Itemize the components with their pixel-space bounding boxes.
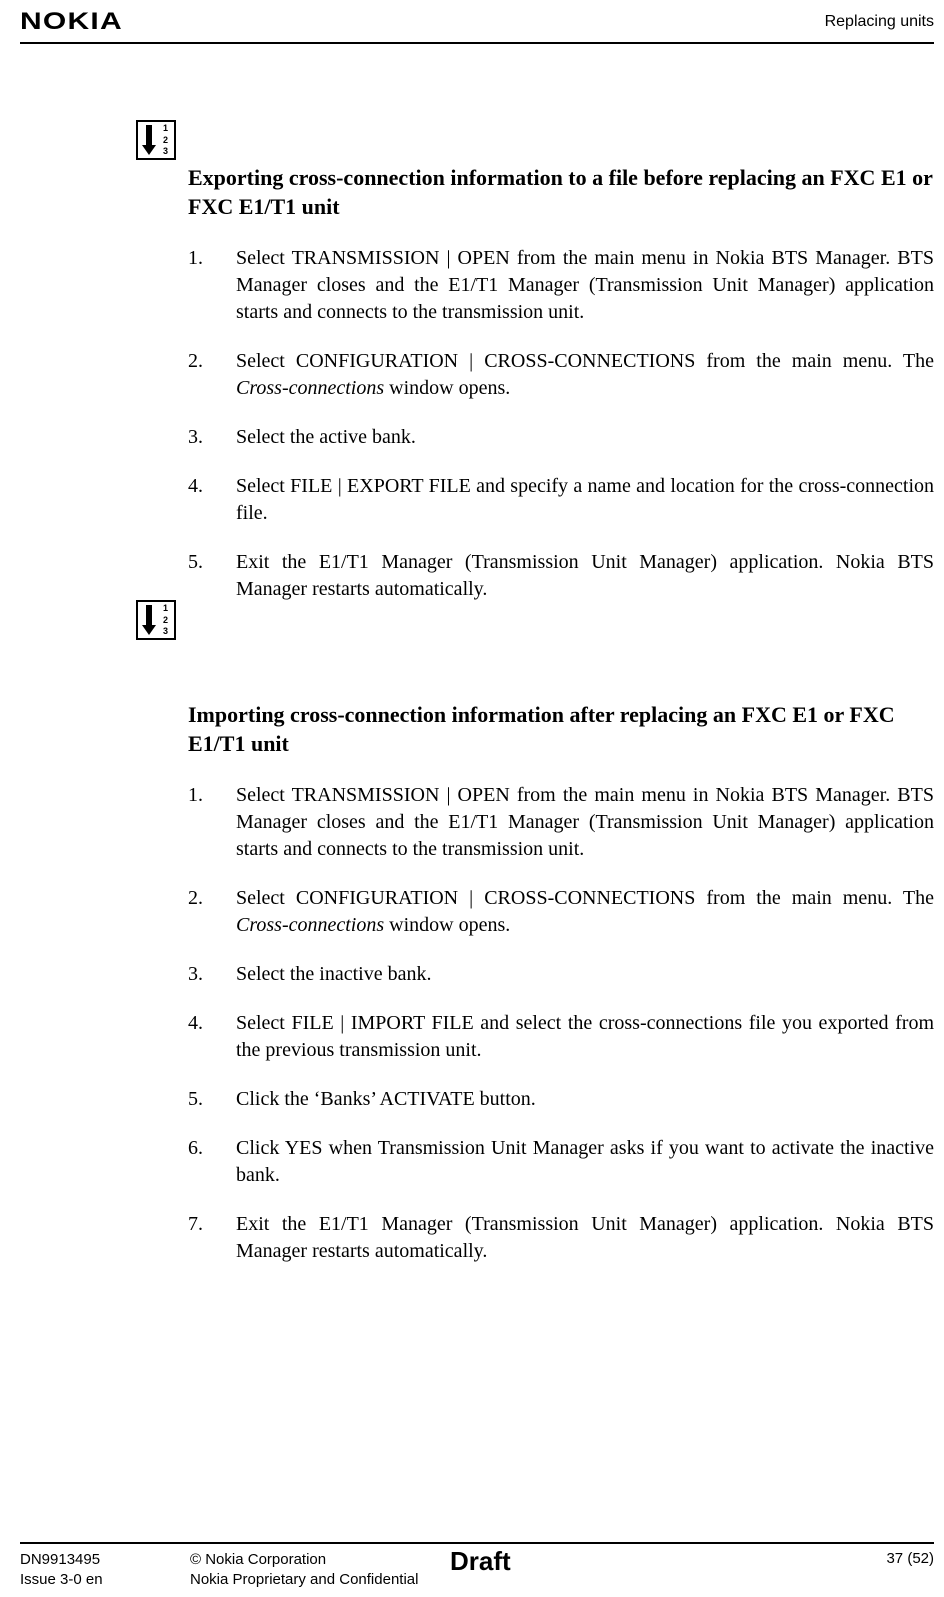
procedure-title: Exporting cross-connection information t… bbox=[188, 164, 934, 221]
list-item: 1.Select TRANSMISSION | OPEN from the ma… bbox=[188, 782, 934, 863]
step-number: 5. bbox=[188, 1086, 236, 1113]
step-number: 1. bbox=[188, 782, 236, 863]
step-number: 1. bbox=[188, 245, 236, 326]
step-number: 3. bbox=[188, 424, 236, 451]
list-item: 4.Select FILE | IMPORT FILE and select t… bbox=[188, 1010, 934, 1064]
list-item: 7.Exit the E1/T1 Manager (Transmission U… bbox=[188, 1211, 934, 1265]
document-page: NOKIA Replacing units 1 2 3 1 2 3 bbox=[0, 0, 944, 1597]
step-text: Select CONFIGURATION | CROSS-CONNECTIONS… bbox=[236, 348, 934, 402]
step-number: 3. bbox=[188, 961, 236, 988]
list-item: 2.Select CONFIGURATION | CROSS-CONNECTIO… bbox=[188, 885, 934, 939]
step-text: Click YES when Transmission Unit Manager… bbox=[236, 1135, 934, 1189]
step-number: 6. bbox=[188, 1135, 236, 1189]
step-number: 7. bbox=[188, 1211, 236, 1265]
step-text: Select TRANSMISSION | OPEN from the main… bbox=[236, 782, 934, 863]
header-rule bbox=[20, 42, 934, 44]
step-number: 4. bbox=[188, 1010, 236, 1064]
list-item: 5.Exit the E1/T1 Manager (Transmission U… bbox=[188, 549, 934, 603]
step-text: Select FILE | IMPORT FILE and select the… bbox=[236, 1010, 934, 1064]
issue: Issue 3-0 en bbox=[20, 1570, 190, 1590]
list-item: 3.Select the inactive bank. bbox=[188, 961, 934, 988]
step-number: 2. bbox=[188, 348, 236, 402]
step-text: Exit the E1/T1 Manager (Transmission Uni… bbox=[236, 1211, 934, 1265]
list-item: 5.Click the ‘Banks’ ACTIVATE button. bbox=[188, 1086, 934, 1113]
page-header: NOKIA Replacing units bbox=[0, 0, 944, 44]
step-number: 5. bbox=[188, 549, 236, 603]
step-list: 1.Select TRANSMISSION | OPEN from the ma… bbox=[188, 245, 934, 603]
step-text: Select the active bank. bbox=[236, 424, 934, 451]
draft-watermark: Draft bbox=[450, 1546, 511, 1577]
list-item: 3.Select the active bank. bbox=[188, 424, 934, 451]
nokia-logo: NOKIA bbox=[20, 8, 123, 36]
step-text: Select the inactive bank. bbox=[236, 961, 934, 988]
procedure-block: Exporting cross-connection information t… bbox=[0, 110, 944, 603]
procedure-block: Importing cross-connection information a… bbox=[0, 647, 944, 1265]
list-item: 1.Select TRANSMISSION | OPEN from the ma… bbox=[188, 245, 934, 326]
page-content: Exporting cross-connection information t… bbox=[0, 110, 944, 1537]
list-item: 4.Select FILE | EXPORT FILE and specify … bbox=[188, 473, 934, 527]
page-number: 37 (52) bbox=[844, 1550, 934, 1567]
step-list: 1.Select TRANSMISSION | OPEN from the ma… bbox=[188, 782, 934, 1265]
procedure-title: Importing cross-connection information a… bbox=[188, 701, 934, 758]
list-item: 6.Click YES when Transmission Unit Manag… bbox=[188, 1135, 934, 1189]
step-text: Click the ‘Banks’ ACTIVATE button. bbox=[236, 1086, 934, 1113]
step-text: Select TRANSMISSION | OPEN from the main… bbox=[236, 245, 934, 326]
doc-id: DN9913495 bbox=[20, 1550, 190, 1570]
step-number: 4. bbox=[188, 473, 236, 527]
step-text: Select CONFIGURATION | CROSS-CONNECTIONS… bbox=[236, 885, 934, 939]
list-item: 2.Select CONFIGURATION | CROSS-CONNECTIO… bbox=[188, 348, 934, 402]
step-text: Select FILE | EXPORT FILE and specify a … bbox=[236, 473, 934, 527]
confidential: Nokia Proprietary and Confidential bbox=[190, 1570, 844, 1590]
step-text: Exit the E1/T1 Manager (Transmission Uni… bbox=[236, 549, 934, 603]
footer-rule bbox=[20, 1542, 934, 1544]
step-number: 2. bbox=[188, 885, 236, 939]
section-title: Replacing units bbox=[825, 13, 934, 31]
page-footer: DN9913495 Issue 3-0 en © Nokia Corporati… bbox=[0, 1542, 944, 1597]
copyright: © Nokia Corporation bbox=[190, 1550, 844, 1570]
